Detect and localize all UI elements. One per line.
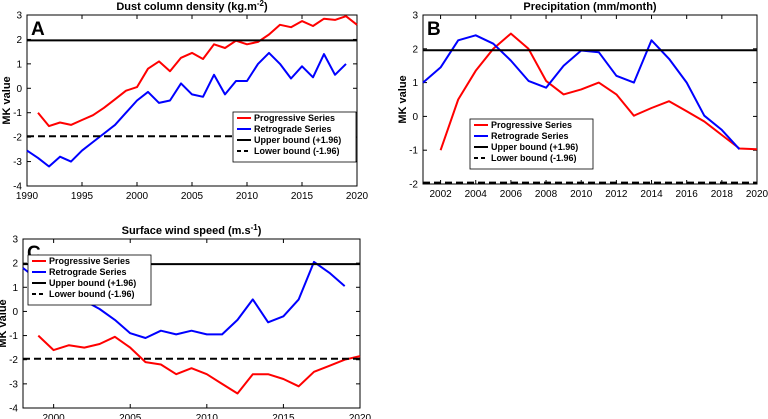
chart-2-ylabel: MK value (0, 299, 9, 347)
chart-2-legend-label: Upper bound (+1.96) (49, 278, 136, 288)
chart-0-ytick-label: 3 (16, 11, 22, 22)
chart-0-xtick-label: 2000 (126, 191, 149, 202)
chart-0-series-retrograde-series (26, 51, 347, 168)
chart-2-xtick-label: 2005 (119, 413, 142, 419)
chart-0-ytick-label: 1 (16, 59, 22, 70)
chart-1-ylabel: MK value (397, 75, 409, 123)
chart-2-xtick-label: 2015 (272, 413, 295, 419)
chart-1-legend-box (469, 118, 594, 170)
chart-0-ytick-label: 2 (16, 35, 22, 46)
chart-0-legend-label: Lower bound (-1.96) (254, 146, 340, 156)
chart-0-series-progressive-series (37, 15, 358, 128)
chart-0-xtick-label: 2005 (181, 191, 204, 202)
chart-2-ytick-label: -1 (9, 331, 18, 342)
chart-2-title: Surface wind speed (m.s-1) (122, 223, 262, 237)
chart-2-ytick-label: 3 (12, 235, 18, 246)
chart-1-xtick-label: 2012 (605, 189, 628, 200)
chart-2-legend-label: Retrograde Series (49, 267, 127, 277)
chart-1-xtick-label: 2004 (465, 189, 488, 200)
chart-2-xtick-label: 2010 (196, 413, 219, 419)
chart-1-ytick-label: -1 (409, 146, 418, 157)
chart-2-xtick-label: 2000 (43, 413, 66, 419)
chart-2-xtick-label: 2020 (349, 413, 372, 419)
chart-0-ytick-label: -1 (13, 108, 22, 119)
chart-0-xtick-label: 1990 (16, 191, 39, 202)
chart-1-xtick-label: 2002 (429, 189, 452, 200)
chart-0-xtick-label: 2015 (291, 191, 314, 202)
chart-0-ytick-label: -2 (13, 133, 22, 144)
chart-2-series-progressive-series (37, 334, 361, 395)
chart-1-xtick-label: 2014 (640, 189, 663, 200)
chart-0-xtick-label: 2020 (346, 191, 369, 202)
chart-1-ytick-label: 2 (412, 44, 418, 55)
chart-1-xtick-label: 2018 (711, 189, 734, 200)
chart-1-xtick-label: 2016 (676, 189, 699, 200)
chart-1-plot-frame (422, 14, 758, 185)
chart-c: -4 -3 -2 -1 0 1 2 3 2000 2005 2010 2015 2020 Surface … (0, 223, 372, 419)
chart-2-ytick-label: -3 (9, 379, 18, 390)
chart-0-legend-label: Progressive Series (254, 113, 335, 123)
chart-0-xtick-label: 1995 (71, 191, 94, 202)
chart-b: -2 -1 0 1 2 3 2002 2004 2006 2008 2010 2012 2014 2016… (397, 1, 768, 200)
chart-1-legend-label: Lower bound (-1.96) (491, 153, 577, 163)
chart-0-ylabel: MK value (1, 76, 13, 124)
chart-2-ytick-label: 1 (12, 283, 18, 294)
chart-0-legend-label: Upper bound (+1.96) (254, 135, 341, 145)
chart-2-ytick-label: -2 (9, 355, 18, 366)
chart-0-legend-label: Retrograde Series (254, 124, 332, 134)
chart-a: -4 -3 -2 -1 0 1 2 3 1990 1995 2000 2005 2010 2015 2020… (1, 0, 369, 202)
chart-1-legend-label: Upper bound (+1.96) (491, 142, 578, 152)
chart-1-xtick-label: 2020 (746, 189, 768, 200)
chart-1-legend-label: Retrograde Series (491, 131, 569, 141)
chart-1-series-progressive-series (439, 32, 758, 151)
chart-1-ytick-label: -2 (409, 180, 418, 191)
chart-2-legend-box (27, 254, 152, 306)
chart-0-ytick-label: 0 (16, 84, 22, 95)
chart-1-title: Precipitation (mm/month) (523, 1, 657, 13)
chart-2-legend-label: Lower bound (-1.96) (49, 289, 135, 299)
chart-1-xtick-label: 2006 (500, 189, 523, 200)
chart-1-ytick-label: 1 (412, 78, 418, 89)
chart-2-ytick-label: 2 (12, 259, 18, 270)
chart-2-ytick-label: -4 (9, 404, 18, 415)
chart-1-xtick-label: 2008 (535, 189, 558, 200)
chart-0-xtick-label: 2010 (236, 191, 259, 202)
chart-0-legend-box (232, 111, 357, 163)
chart-0-title: Dust column density (kg.m-2) (116, 0, 268, 13)
chart-1-ytick-label: 0 (412, 112, 418, 123)
chart-1-ytick-label: 3 (412, 11, 418, 22)
chart-0-ytick-label: -3 (13, 157, 22, 168)
chart-0-ytick-label: -4 (13, 182, 22, 193)
chart-2-plot-frame (22, 238, 361, 409)
chart-2-ytick-label: 0 (12, 307, 18, 318)
chart-1-panel-label: B (427, 19, 441, 40)
chart-1-xtick-label: 2010 (570, 189, 593, 200)
chart-0-panel-label: A (31, 19, 45, 40)
chart-2-legend-label: Progressive Series (49, 256, 130, 266)
chart-1-legend-label: Progressive Series (491, 120, 572, 130)
